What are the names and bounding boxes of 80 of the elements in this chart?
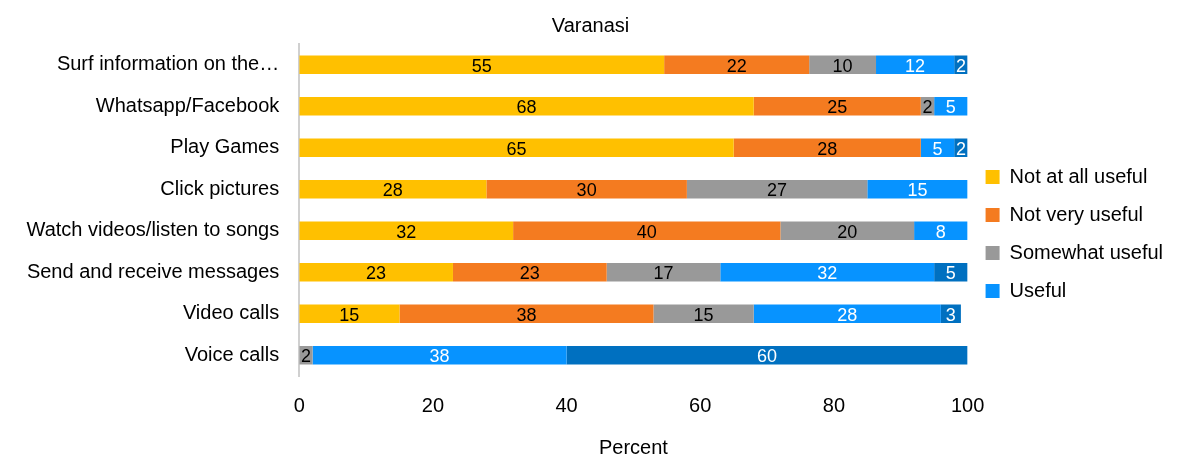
bar [780, 221, 915, 241]
bar [753, 304, 941, 324]
data-label: 23 [366, 263, 387, 284]
bar [914, 221, 968, 241]
bar [299, 179, 487, 199]
data-label: 40 [636, 221, 657, 242]
data-label: 12 [905, 55, 926, 76]
data-label: 10 [832, 55, 853, 76]
x-tick-label: 40 [555, 393, 578, 416]
data-label: 8 [935, 221, 946, 242]
bar [513, 221, 781, 241]
data-label: 25 [827, 97, 848, 118]
x-tick-label: 20 [421, 393, 445, 416]
data-label: 38 [429, 346, 450, 367]
y-tick-label: Video calls [182, 301, 280, 324]
data-label: 28 [382, 180, 403, 201]
data-label: 5 [932, 138, 943, 159]
bar [720, 262, 935, 282]
data-label: 3 [945, 304, 956, 325]
bar [299, 304, 400, 324]
data-label: 5 [945, 97, 956, 118]
data-label: 68 [516, 97, 537, 118]
legend-label: Not at all useful [1009, 164, 1148, 187]
bar [399, 304, 654, 324]
bar [486, 179, 687, 199]
y-tick-label: Send and receive messages [26, 259, 280, 282]
chart-title: Varanasi [551, 13, 630, 36]
legend-label: Useful [1009, 278, 1067, 301]
bar [606, 262, 721, 282]
y-tick-label: Play Games [170, 135, 280, 158]
data-label: 15 [339, 304, 360, 325]
data-label: 30 [576, 180, 597, 201]
bar [566, 345, 968, 365]
y-tick-label: Surf information on the… [56, 52, 280, 75]
bar [753, 96, 921, 116]
bar [299, 262, 453, 282]
bar [664, 55, 810, 75]
x-tick-label: 0 [293, 393, 305, 416]
data-label: 2 [922, 97, 933, 118]
data-label: 28 [837, 304, 858, 325]
x-tick-label: 80 [822, 393, 846, 416]
bar [299, 138, 734, 158]
data-label: 22 [726, 55, 747, 76]
data-label: 28 [817, 138, 838, 159]
data-label: 65 [506, 138, 527, 159]
data-label: 32 [817, 263, 838, 284]
y-tick-label: Click pictures [160, 176, 280, 199]
data-label: 5 [945, 263, 956, 284]
bar [876, 55, 955, 75]
bar [452, 262, 607, 282]
bar [686, 179, 868, 199]
data-label: 15 [907, 180, 928, 201]
data-label: 20 [837, 221, 858, 242]
data-label: 2 [955, 55, 966, 76]
data-label: 32 [396, 221, 417, 242]
data-label: 27 [767, 180, 788, 201]
y-tick-label: Voice calls [184, 342, 280, 365]
bar [653, 304, 754, 324]
bar [299, 55, 665, 75]
bar [299, 221, 514, 241]
data-label: 2 [300, 346, 311, 367]
x-axis-title: Percent [598, 435, 669, 458]
bar [312, 345, 567, 365]
bar [299, 96, 754, 116]
data-label: 55 [471, 55, 492, 76]
data-label: 60 [757, 346, 778, 367]
data-label: 17 [653, 263, 674, 284]
legend-label: Somewhat useful [1009, 240, 1163, 263]
bar [867, 179, 968, 199]
y-tick-label: Whatsapp/Facebook [95, 93, 281, 116]
data-label: 38 [516, 304, 537, 325]
bar [809, 55, 877, 75]
data-label: 2 [955, 138, 966, 159]
data-label: 23 [519, 263, 540, 284]
y-tick-label: Watch videos/listen to songs [26, 218, 280, 241]
x-tick-label: 60 [689, 393, 712, 416]
bar [733, 138, 921, 158]
data-label: 15 [693, 304, 714, 325]
legend-label: Not very useful [1009, 202, 1143, 225]
x-tick-label: 100 [950, 393, 985, 416]
